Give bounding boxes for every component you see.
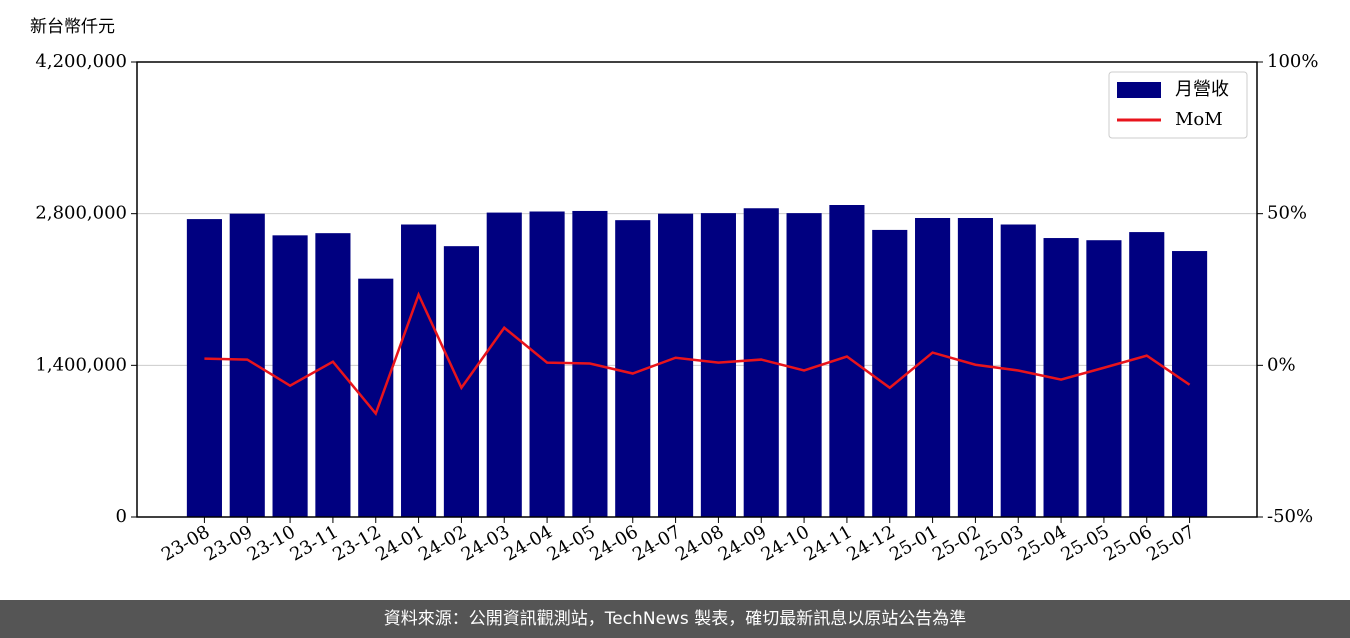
y-tick-label: 4,200,000: [35, 51, 127, 72]
x-tick-label: 24-10: [758, 521, 813, 565]
y2-tick-label: 100%: [1267, 51, 1318, 72]
plot-frame: [136, 61, 1258, 518]
x-tick-label: 23-12: [329, 521, 384, 565]
x-tick-label: 25-04: [1015, 521, 1070, 565]
x-tick-label: 24-02: [415, 521, 470, 565]
x-tick-label: 24-08: [672, 521, 727, 565]
x-tick-label: 25-01: [886, 521, 941, 565]
y-tick-label: 2,800,000: [35, 203, 127, 224]
y2-tick-label: 0%: [1267, 354, 1296, 375]
bar: [272, 235, 308, 518]
y-axis-label: 新台幣仟元: [30, 17, 115, 37]
y2-tick-label: -50%: [1267, 506, 1313, 527]
x-tick-label: 24-06: [586, 521, 641, 565]
x-tick-label: 23-10: [244, 521, 299, 565]
footer: 資料來源：公開資訊觀測站，TechNews 製表，確切最新訊息以原站公告為準: [0, 600, 1350, 638]
x-tick-label: 25-02: [929, 521, 984, 565]
chart: 新台幣仟元 0 1,400,000 2,800,000 4,200,000 -50% 0%…: [30, 17, 1318, 566]
bar: [529, 211, 565, 517]
bar: [1086, 240, 1122, 518]
legend-label: 月營收: [1175, 79, 1229, 100]
x-tick-label: 24-11: [800, 521, 855, 565]
bar: [658, 213, 694, 517]
bar: [1129, 232, 1165, 518]
bar: [872, 229, 908, 517]
x-tick-label: 24-09: [715, 521, 770, 565]
x-tick-label: 24-01: [372, 521, 427, 565]
bar: [186, 219, 222, 518]
x-tick-label: 23-09: [201, 521, 256, 565]
x-tick-label: 23-08: [158, 521, 213, 565]
x-tick-label: 24-05: [543, 521, 598, 565]
x-tick-label: 24-04: [501, 521, 556, 565]
bar: [229, 213, 265, 517]
x-tick-label: 24-07: [629, 521, 684, 565]
y-tick-label: 1,400,000: [35, 354, 127, 375]
bar: [786, 213, 822, 517]
bar: [401, 224, 437, 517]
line: [204, 291, 1191, 417]
bar: [700, 213, 736, 517]
bar: [486, 212, 522, 518]
x-tick-label: 25-07: [1143, 521, 1198, 565]
x-tick-label: 23-11: [286, 521, 341, 565]
x-tick-label: 25-03: [972, 521, 1027, 565]
legend-swatch: [1117, 82, 1161, 98]
x-tick-label: 25-06: [1100, 521, 1155, 565]
y2-tick-label: 50%: [1267, 203, 1307, 224]
y-tick-label: 0: [116, 506, 127, 527]
bar: [443, 246, 479, 517]
x-tick-label: 24-12: [843, 521, 898, 565]
legend-label: MoM: [1175, 109, 1223, 130]
x-tick-label: 24-03: [458, 521, 513, 565]
bar: [915, 218, 951, 517]
x-tick-label: 25-05: [1057, 521, 1112, 565]
